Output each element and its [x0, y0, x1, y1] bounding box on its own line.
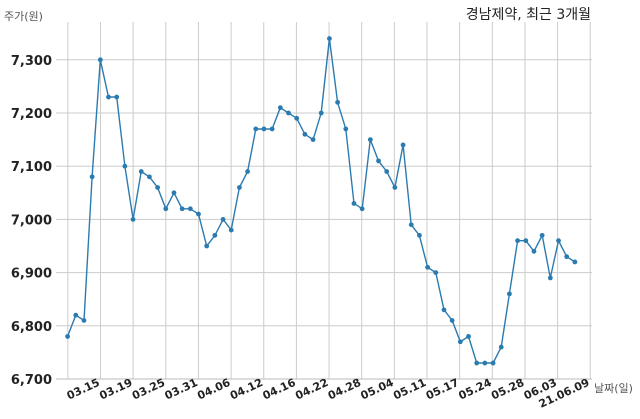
data-point — [302, 131, 308, 137]
data-point — [245, 169, 251, 174]
data-point — [490, 360, 496, 366]
data-point — [425, 264, 431, 270]
data-point — [474, 360, 480, 366]
data-point — [367, 137, 373, 143]
data-point — [261, 126, 267, 132]
data-point — [204, 243, 210, 249]
data-point — [400, 142, 406, 148]
data-point — [73, 312, 79, 318]
data-point — [97, 57, 103, 63]
data-point — [351, 201, 357, 206]
data-point — [318, 110, 324, 116]
data-point — [187, 206, 193, 212]
x-tick-label: 04.16 — [261, 376, 298, 403]
x-tick-label: 03.25 — [130, 376, 167, 402]
x-tick-label: 03.15 — [65, 376, 102, 402]
x-tick-label: 04.22 — [293, 376, 330, 402]
data-point — [65, 334, 70, 339]
data-point — [376, 158, 381, 164]
data-point — [392, 185, 398, 190]
data-point — [196, 211, 201, 217]
x-tick-label: 05.28 — [489, 376, 526, 402]
data-point — [277, 105, 283, 111]
data-point — [138, 169, 144, 174]
data-point — [564, 254, 570, 260]
data-point — [155, 185, 161, 190]
data-point — [531, 248, 537, 254]
data-point — [212, 232, 218, 238]
data-point — [220, 217, 226, 222]
data-point — [498, 344, 504, 350]
data-point — [228, 227, 234, 233]
y-tick-label: 7,100 — [11, 160, 52, 175]
data-point — [310, 137, 316, 143]
data-point — [556, 238, 561, 244]
data-point — [343, 126, 349, 132]
data-point — [294, 115, 300, 121]
chart-title: 경남제약, 최근 3개월 — [466, 7, 591, 23]
data-point — [171, 190, 177, 196]
data-point — [147, 174, 152, 180]
data-point — [122, 163, 128, 169]
data-point — [572, 259, 578, 265]
data-point — [253, 126, 259, 132]
data-point — [417, 232, 422, 238]
data-point — [482, 360, 488, 366]
data-point — [433, 270, 439, 275]
y-tick-label: 6,700 — [11, 373, 52, 388]
data-point — [286, 110, 291, 116]
data-point — [539, 232, 545, 238]
data-point — [179, 206, 185, 212]
data-point — [466, 334, 471, 339]
y-tick-label: 6,900 — [11, 267, 52, 282]
data-point — [359, 206, 365, 212]
data-point — [523, 238, 529, 244]
y-axis-label: 주가(원) — [4, 10, 43, 23]
data-points — [65, 36, 578, 366]
data-point — [335, 99, 341, 105]
x-tick-label: 04.28 — [326, 376, 363, 402]
y-tick-label: 7,000 — [11, 213, 52, 228]
data-point — [106, 94, 111, 100]
data-point — [408, 222, 414, 228]
x-tick-label: 05.24 — [457, 376, 494, 403]
x-tick-label: 03.19 — [97, 376, 134, 402]
data-point — [327, 36, 332, 41]
x-tick-label: 05.11 — [391, 376, 428, 402]
data-point — [89, 174, 95, 180]
price-line — [66, 38, 576, 364]
data-point — [507, 291, 512, 297]
data-point — [449, 318, 455, 323]
y-tick-labels: 6,700 6,800 6,900 7,000 7,100 7,200 7,300 — [11, 54, 52, 388]
data-point — [269, 126, 275, 132]
grid — [56, 22, 592, 380]
x-tick-labels: 03.1503.1903.2503.3104.0604.1204.1604.22… — [65, 376, 592, 411]
data-point — [384, 169, 390, 174]
y-tick-label: 6,800 — [11, 320, 52, 335]
data-point — [130, 217, 136, 222]
data-point — [441, 307, 447, 313]
data-point — [237, 185, 242, 190]
x-tick-label: 03.31 — [163, 376, 200, 402]
x-axis-label: 날짜(일) — [594, 381, 633, 395]
data-point — [81, 318, 87, 323]
x-tick-label: 05.04 — [359, 376, 396, 403]
y-tick-label: 7,200 — [11, 107, 52, 122]
data-point — [457, 339, 463, 345]
data-point — [163, 206, 169, 212]
x-tick-label: 04.12 — [228, 376, 265, 402]
x-tick-label: 04.06 — [195, 376, 232, 403]
x-tick-label: 05.17 — [424, 376, 461, 402]
data-point — [515, 238, 521, 244]
data-point — [114, 94, 120, 100]
y-tick-label: 7,300 — [11, 54, 52, 69]
data-point — [547, 275, 553, 281]
